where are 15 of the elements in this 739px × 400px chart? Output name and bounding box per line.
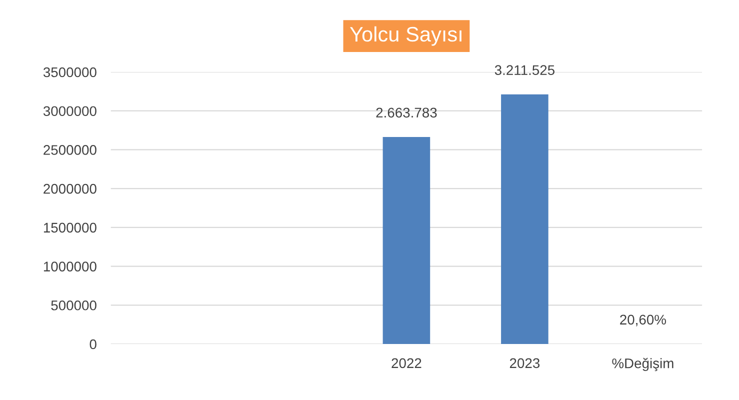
y-tick-label: 3000000	[43, 106, 96, 116]
y-tick-label: 3500000	[43, 67, 96, 78]
y-tick-label: 2500000	[44, 145, 96, 155]
y-tick-label: 1000000	[44, 262, 96, 272]
x-tick-label: 2022	[392, 358, 422, 368]
y-tick-label: 1500000	[44, 222, 96, 233]
data-label: 2.663.783	[376, 108, 437, 118]
x-tick-label: 2023	[510, 358, 540, 368]
data-label: 3.211.525	[494, 65, 554, 76]
chart-title: Yolcu Sayısı	[350, 26, 462, 46]
y-tick-label: 500000	[51, 300, 96, 310]
y-tick-label: 2000000	[44, 184, 96, 194]
x-tick-label: %Değişim	[612, 358, 674, 372]
data-label: 20,60%	[620, 314, 666, 326]
y-tick-label: 0	[90, 339, 96, 350]
